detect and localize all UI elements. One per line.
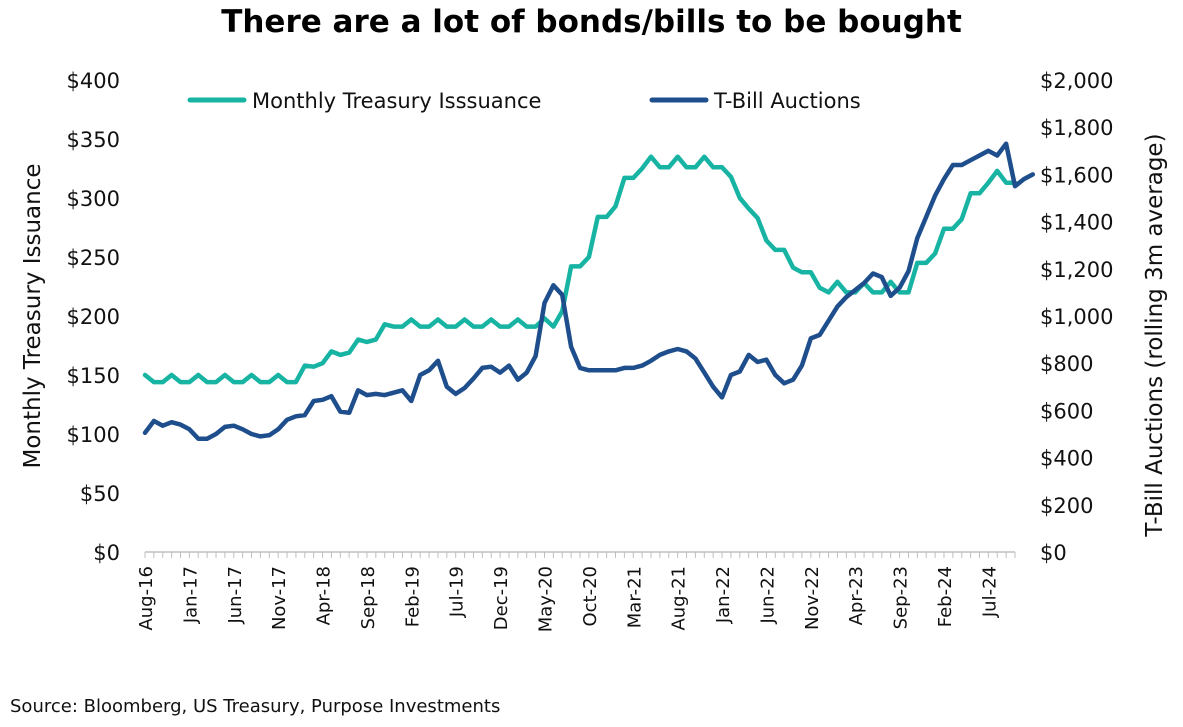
x-tick-label: Aug-16 — [136, 566, 157, 631]
right-tick-label: $0 — [1040, 541, 1067, 565]
x-tick-label: Feb-19 — [402, 566, 423, 627]
right-axis-title: T-Bill Auctions (rolling 3m average) — [1142, 133, 1168, 537]
x-tick-label: Oct-20 — [580, 566, 601, 627]
series-line-t-bill-auctions — [142, 141, 1036, 441]
left-tick-label: $0 — [93, 541, 120, 565]
left-tick-label: $150 — [67, 364, 120, 388]
right-tick-label: $800 — [1040, 352, 1093, 376]
left-tick-label: $200 — [67, 305, 120, 329]
x-tick-label: Nov-22 — [802, 566, 823, 630]
x-tick-label: Jun-17 — [225, 566, 246, 625]
x-tick-label: Nov-17 — [269, 566, 290, 630]
left-axis-ticks: $0 $50 $100 $150 $200 $250 $300 $350 $400 — [67, 69, 120, 565]
legend-label: T-Bill Auctions — [713, 89, 861, 113]
right-tick-label: $1,800 — [1040, 116, 1113, 140]
chart-title: There are a lot of bonds/bills to be bou… — [221, 4, 962, 40]
left-tick-label: $100 — [67, 423, 120, 447]
right-tick-label: $1,600 — [1040, 163, 1113, 187]
right-tick-label: $400 — [1040, 447, 1093, 471]
right-axis-ticks: $0 $200 $400 $600 $800 $1,000 $1,200 $1,400 $1,6… — [1040, 69, 1113, 565]
x-tick-label: Sep-23 — [891, 566, 912, 629]
x-tick-label: Jul-19 — [447, 566, 468, 618]
series-layer — [142, 141, 1036, 441]
right-tick-label: $1,400 — [1040, 211, 1113, 235]
left-tick-label: $400 — [67, 69, 120, 93]
x-tick-label: Apr-23 — [846, 566, 867, 625]
right-tick-label: $2,000 — [1040, 69, 1113, 93]
x-tick-label: Jan-22 — [713, 566, 734, 624]
legend-label: Monthly Treasury Isssuance — [252, 89, 541, 113]
x-tick-label: Mar-21 — [624, 566, 645, 628]
right-tick-label: $600 — [1040, 399, 1093, 423]
x-tick-label: Feb-24 — [935, 566, 956, 627]
left-tick-label: $300 — [67, 187, 120, 211]
x-tick-label: Sep-18 — [358, 566, 379, 629]
x-tick-label: Jun-22 — [757, 566, 778, 625]
right-tick-label: $1,200 — [1040, 258, 1113, 282]
x-tick-label: Dec-19 — [491, 566, 512, 630]
series-line-monthly-treasury-issuance — [142, 154, 1018, 385]
legend: Monthly Treasury Isssuance T-Bill Auction… — [187, 89, 861, 113]
x-tick-label: Aug-21 — [669, 566, 690, 631]
x-tick-label: Jul-24 — [979, 566, 1000, 618]
x-axis-ticks: Aug-16 Jan-17 Jun-17 Nov-17 Apr-18 Sep-18 Feb-… — [136, 552, 1016, 632]
left-tick-label: $250 — [67, 246, 120, 270]
right-tick-label: $1,000 — [1040, 305, 1113, 329]
left-tick-label: $50 — [80, 482, 120, 506]
source-note: Source: Bloomberg, US Treasury, Purpose … — [10, 696, 501, 717]
left-tick-label: $350 — [67, 128, 120, 152]
x-tick-label: Apr-18 — [314, 566, 335, 625]
left-axis-title: Monthly Treasury Issuance — [20, 164, 46, 469]
x-tick-label: May-20 — [535, 566, 556, 632]
right-tick-label: $200 — [1040, 494, 1093, 518]
x-tick-label: Jan-17 — [180, 566, 201, 624]
